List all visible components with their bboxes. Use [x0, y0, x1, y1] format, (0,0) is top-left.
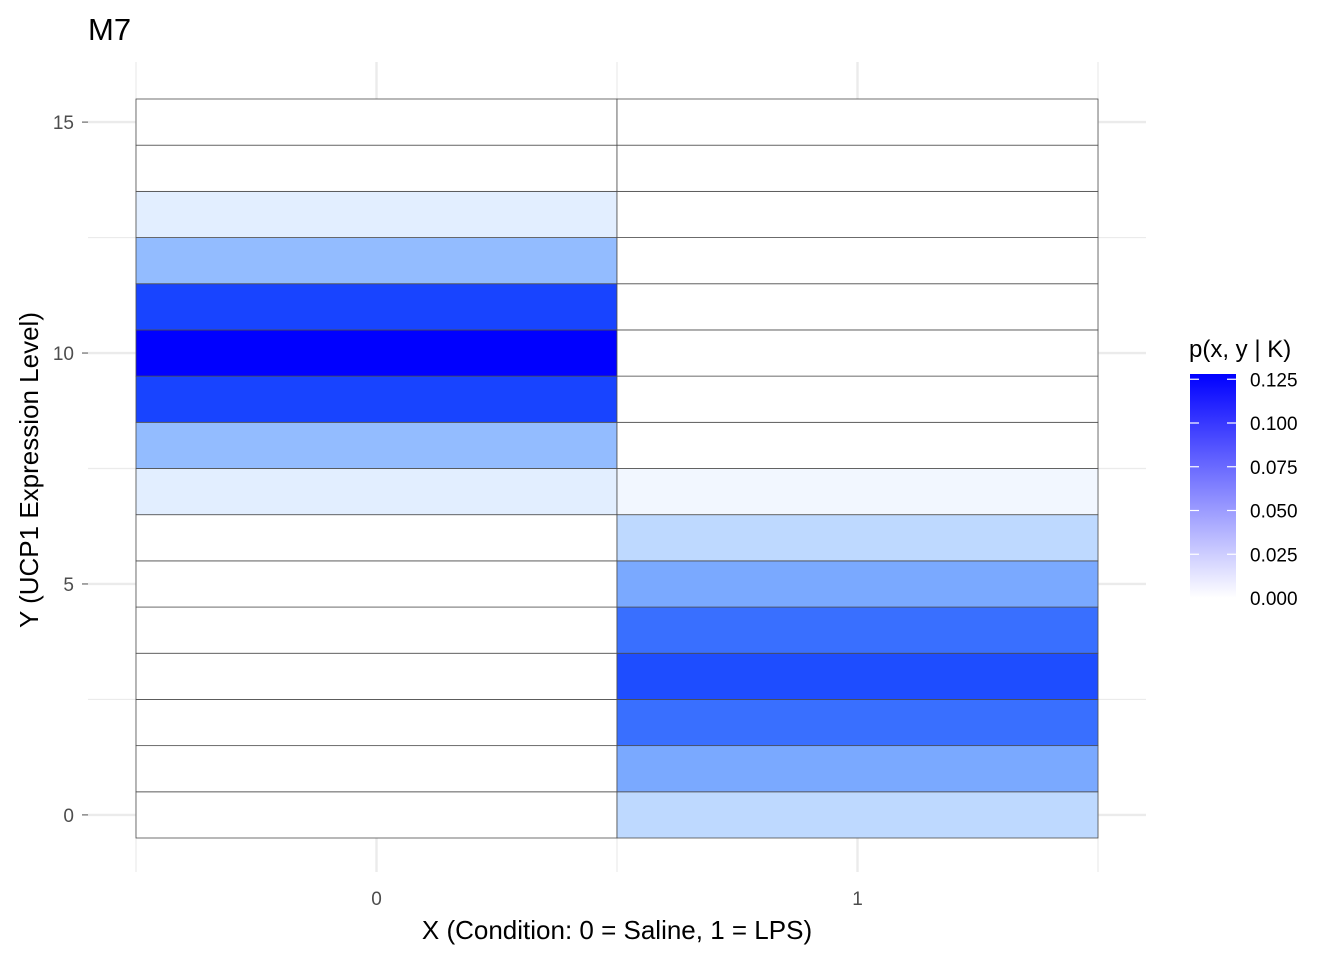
- heatmap-cell: [135, 699, 618, 747]
- heatmap-cell: [135, 375, 618, 423]
- heatmap-cell: [135, 652, 618, 700]
- chart-title: M7: [88, 12, 131, 47]
- legend-tick-label: 0.125: [1250, 370, 1298, 391]
- heatmap-cell: [616, 699, 1099, 747]
- legend-tick-label: 0.025: [1250, 545, 1298, 566]
- legend-tick-label: 0.050: [1250, 502, 1298, 523]
- heatmap-cell: [616, 606, 1099, 654]
- heatmap-cell: [616, 421, 1099, 469]
- heatmap-cell: [135, 468, 618, 516]
- heatmap-cell: [135, 329, 618, 377]
- heatmap-cell: [616, 560, 1099, 608]
- heatmap-cell: [616, 144, 1099, 192]
- heatmap-cell: [135, 190, 618, 238]
- y-tick-label: 0: [63, 806, 74, 827]
- x-tick-label: 0: [371, 889, 382, 910]
- heatmap-cell: [616, 237, 1099, 285]
- legend-tick-label: 0.000: [1250, 589, 1298, 610]
- x-tick-label: 1: [852, 889, 863, 910]
- heatmap-cell: [616, 329, 1099, 377]
- legend-title: p(x, y | K): [1189, 336, 1291, 363]
- heatmap-cell: [616, 375, 1099, 423]
- heatmap-cell: [616, 98, 1099, 146]
- heatmap-cell: [135, 144, 618, 192]
- legend-ticks: 0.000 0.025 0.050 0.075 0.100 0.125: [1190, 370, 1298, 610]
- heatmap-cell: [135, 514, 618, 562]
- y-tick-label: 10: [53, 344, 74, 365]
- heatmap-cell: [616, 514, 1099, 562]
- heatmap-cell: [135, 237, 618, 285]
- heatmap-cell: [135, 745, 618, 793]
- heatmap-cell: [135, 98, 618, 146]
- y-tick-label: 15: [53, 113, 74, 134]
- legend-tick-label: 0.100: [1250, 414, 1298, 435]
- x-axis-title: X (Condition: 0 = Saline, 1 = LPS): [422, 915, 812, 945]
- color-legend: p(x, y | K) 0.000 0.025 0.050 0.075 0.100 0.1…: [1189, 336, 1298, 610]
- y-tick-label: 5: [63, 575, 74, 596]
- heatmap-cell: [135, 791, 618, 839]
- heatmap-cell: [135, 560, 618, 608]
- heatmap-cell: [135, 606, 618, 654]
- legend-colorbar: [1190, 374, 1236, 598]
- y-axis-title: Y (UCP1 Expression Level): [14, 312, 44, 628]
- y-axis-ticks: 0 5 10 15: [53, 113, 88, 827]
- heatmap-cell: [616, 190, 1099, 238]
- heatmap-tiles: [135, 98, 1099, 839]
- heatmap-cell: [135, 283, 618, 331]
- heatmap-cell: [616, 652, 1099, 700]
- heatmap-cell: [616, 791, 1099, 839]
- heatmap-cell: [616, 468, 1099, 516]
- heatmap-cell: [616, 745, 1099, 793]
- heatmap-cell: [135, 421, 618, 469]
- heatmap-cell: [616, 283, 1099, 331]
- legend-tick-label: 0.075: [1250, 458, 1298, 479]
